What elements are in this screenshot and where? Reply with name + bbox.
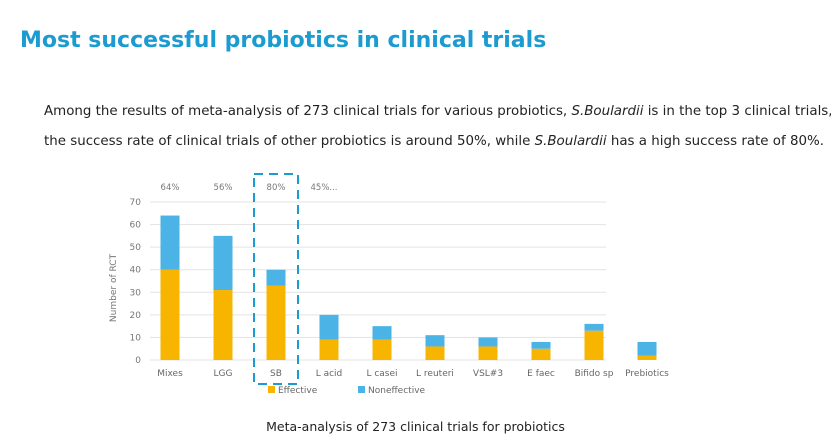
percent-annotation: 56% bbox=[214, 183, 233, 193]
x-tick-label: Prebiotics bbox=[625, 369, 669, 379]
page-title: Most successful probiotics in clinical t… bbox=[20, 28, 547, 53]
legend-label: Noneffective bbox=[368, 386, 426, 396]
highlight-box bbox=[253, 173, 299, 385]
y-tick-label: 60 bbox=[130, 221, 142, 231]
y-tick-label: 70 bbox=[130, 198, 142, 208]
y-tick-label: 10 bbox=[130, 333, 142, 343]
x-tick-label: L acid bbox=[316, 369, 343, 379]
x-tick-label: VSL#3 bbox=[473, 369, 503, 379]
description-text: has a high success rate of 80%. bbox=[606, 134, 824, 149]
y-tick-label: 0 bbox=[135, 356, 141, 366]
bar-effective bbox=[425, 346, 445, 360]
bar-noneffective bbox=[372, 326, 392, 340]
y-tick-label: 20 bbox=[130, 311, 142, 321]
x-tick-label: Mixes bbox=[157, 369, 183, 379]
percent-annotation: 45%... bbox=[311, 183, 338, 193]
description-text: the success rate of clinical trials of o… bbox=[44, 134, 535, 149]
bar-effective bbox=[319, 339, 339, 360]
legend-swatch bbox=[358, 386, 365, 393]
bar-effective bbox=[584, 330, 604, 360]
bar-noneffective bbox=[160, 215, 180, 270]
stacked-bar-chart: 0 10 20 30 40 50 60 70 Mixes LGG SB L acid L casei L … bbox=[109, 173, 669, 396]
bar-effective bbox=[266, 285, 286, 360]
percent-annotation: 80% bbox=[267, 183, 286, 193]
x-tick-label: L casei bbox=[366, 369, 397, 379]
bar-noneffective bbox=[531, 341, 551, 349]
x-tick-label: E faec bbox=[527, 369, 555, 379]
bar-noneffective bbox=[637, 341, 657, 356]
bar-noneffective bbox=[319, 314, 339, 340]
bar-effective bbox=[531, 348, 551, 360]
bar-effective bbox=[213, 290, 233, 360]
chart-caption: Meta-analysis of 273 clinical trials for… bbox=[266, 419, 565, 434]
y-tick-label: 40 bbox=[130, 266, 142, 276]
bar-noneffective bbox=[584, 323, 604, 331]
legend-label: Effective bbox=[278, 386, 318, 396]
description-emphasis: S.Boulardii bbox=[534, 134, 607, 149]
bar-noneffective bbox=[478, 337, 498, 347]
description-text: Among the results of meta-analysis of 27… bbox=[44, 104, 572, 119]
x-tick-label: SB bbox=[270, 369, 282, 379]
legend-swatch bbox=[268, 386, 275, 393]
y-tick-label: 50 bbox=[130, 243, 142, 253]
percent-annotation: 64% bbox=[161, 183, 180, 193]
bar-noneffective bbox=[425, 335, 445, 347]
y-axis-label: Number of RCT bbox=[109, 253, 119, 322]
x-tick-label: L reuteri bbox=[416, 369, 454, 379]
x-tick-label: Bifido sp bbox=[575, 369, 614, 379]
bar-effective bbox=[478, 346, 498, 360]
description-line-2: the success rate of clinical trials of o… bbox=[44, 134, 824, 149]
description-emphasis: S.Boulardii bbox=[571, 104, 644, 119]
bar-noneffective bbox=[213, 235, 233, 291]
bar-effective bbox=[372, 339, 392, 360]
bar-noneffective bbox=[266, 269, 286, 286]
y-tick-label: 30 bbox=[130, 288, 142, 298]
description-text: is in the top 3 clinical trials, bbox=[643, 104, 831, 119]
description-line-1: Among the results of meta-analysis of 27… bbox=[44, 104, 831, 119]
x-tick-label: LGG bbox=[214, 369, 233, 379]
bar-effective bbox=[637, 355, 657, 360]
bar-effective bbox=[160, 269, 180, 360]
